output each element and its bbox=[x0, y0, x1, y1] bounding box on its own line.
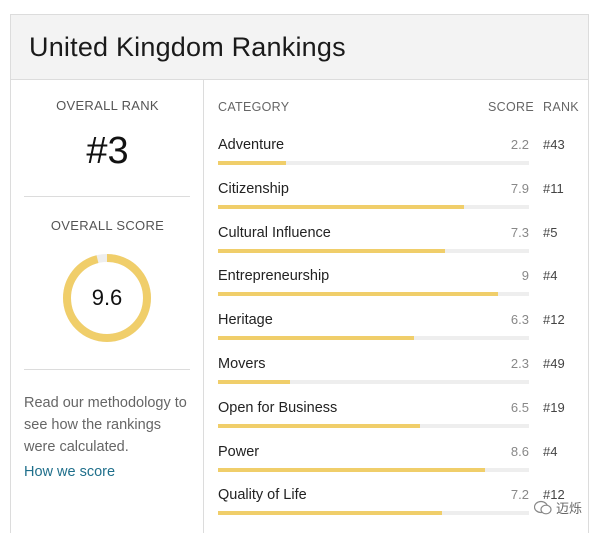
chat-bubble-icon bbox=[533, 500, 552, 514]
category-row: Power 8.6 #4 bbox=[204, 439, 588, 483]
category-name: Movers bbox=[218, 355, 266, 372]
overall-score-value: 9.6 bbox=[91, 285, 123, 310]
rankings-card: United Kingdom Rankings OVERALL RANK #3 … bbox=[10, 14, 589, 533]
score-bar-track bbox=[218, 161, 529, 165]
score-bar-fill bbox=[218, 467, 486, 472]
category-rank: #4 bbox=[543, 443, 558, 459]
category-score: 7.3 bbox=[510, 224, 529, 240]
score-bar-fill bbox=[218, 511, 442, 516]
category-score: 9 bbox=[521, 268, 529, 284]
category-row: Cultural Influence 7.3 #5 bbox=[204, 220, 588, 264]
category-name: Cultural Influence bbox=[218, 224, 331, 241]
category-rank: #11 bbox=[543, 180, 564, 196]
score-bar-track bbox=[218, 423, 529, 428]
column-header-category: CATEGORY bbox=[218, 100, 290, 114]
category-row: Heritage 6.3 #12 bbox=[204, 307, 588, 351]
category-row: Entrepreneurship 9 #4 bbox=[204, 263, 588, 307]
score-bar-track bbox=[218, 248, 529, 253]
overall-rank-value: #3 bbox=[86, 130, 129, 172]
how-we-score-link[interactable]: How we score bbox=[24, 464, 116, 480]
score-bar-fill bbox=[218, 248, 446, 253]
category-score: 6.3 bbox=[510, 312, 529, 328]
page-title: United Kingdom Rankings bbox=[29, 31, 346, 62]
score-bar-fill bbox=[218, 161, 287, 165]
category-score: 7.9 bbox=[510, 180, 529, 196]
score-bar-track bbox=[218, 336, 529, 341]
category-row: Movers 2.3 #49 bbox=[204, 351, 588, 395]
category-score: 6.5 bbox=[510, 399, 529, 415]
divider bbox=[24, 196, 190, 197]
category-score: 2.2 bbox=[510, 137, 529, 152]
overall-rank-label: OVERALL RANK bbox=[56, 98, 159, 113]
category-name: Power bbox=[218, 443, 260, 460]
category-score: 2.3 bbox=[510, 355, 529, 371]
category-rank: #5 bbox=[543, 224, 558, 240]
category-rank: #19 bbox=[543, 399, 565, 415]
score-bar-track bbox=[218, 467, 529, 472]
divider bbox=[24, 369, 190, 370]
category-name: Citizenship bbox=[218, 180, 289, 197]
watermark-text: 迈烁 bbox=[555, 501, 582, 516]
score-bar-fill bbox=[218, 423, 421, 428]
category-rows: Adventure 2.2 #43 Citizenship 7.9 #11 Cultural… bbox=[204, 132, 588, 526]
score-bar-fill bbox=[218, 292, 498, 297]
category-table: CATEGORY SCORE RANK Adventure 2.2 #43 Citiz… bbox=[204, 80, 588, 533]
category-rank: #49 bbox=[543, 355, 565, 371]
card-header: United Kingdom Rankings bbox=[11, 15, 588, 80]
score-bar-track bbox=[218, 292, 529, 297]
category-name: Entrepreneurship bbox=[218, 268, 330, 285]
category-rank: #4 bbox=[543, 268, 558, 284]
gauge-fill bbox=[63, 254, 151, 342]
category-row: Adventure 2.2 #43 bbox=[204, 132, 588, 176]
methodology-text: Read our methodology to see how the rank… bbox=[24, 395, 187, 455]
category-name: Quality of Life bbox=[218, 487, 307, 504]
score-gauge bbox=[63, 254, 151, 342]
score-bar-fill bbox=[218, 204, 464, 209]
overview-panel: OVERALL RANK #3 OVERALL SCORE 9.6 Read o… bbox=[11, 80, 204, 533]
category-row: Citizenship 7.9 #11 bbox=[204, 176, 588, 220]
overall-score-label: OVERALL SCORE bbox=[50, 218, 165, 233]
category-rank: #12 bbox=[543, 487, 565, 503]
category-row: Quality of Life 7.2 #12 bbox=[204, 482, 588, 526]
category-score: 8.6 bbox=[510, 443, 529, 459]
category-rank: #43 bbox=[543, 137, 565, 152]
score-bar-fill bbox=[218, 336, 414, 341]
category-name: Adventure bbox=[218, 137, 285, 153]
category-rank: #12 bbox=[543, 312, 565, 328]
column-header-rank: RANK bbox=[543, 100, 579, 114]
score-bar-track bbox=[218, 511, 529, 516]
category-name: Open for Business bbox=[218, 399, 338, 416]
category-name: Heritage bbox=[218, 312, 273, 329]
score-bar-track bbox=[218, 204, 529, 209]
watermark: 迈烁 bbox=[533, 498, 582, 517]
category-score: 7.2 bbox=[510, 487, 529, 503]
column-header-score: SCORE bbox=[488, 100, 534, 114]
score-bar-track bbox=[218, 379, 529, 384]
category-row: Open for Business 6.5 #19 bbox=[204, 395, 588, 439]
score-bar-fill bbox=[218, 379, 290, 384]
